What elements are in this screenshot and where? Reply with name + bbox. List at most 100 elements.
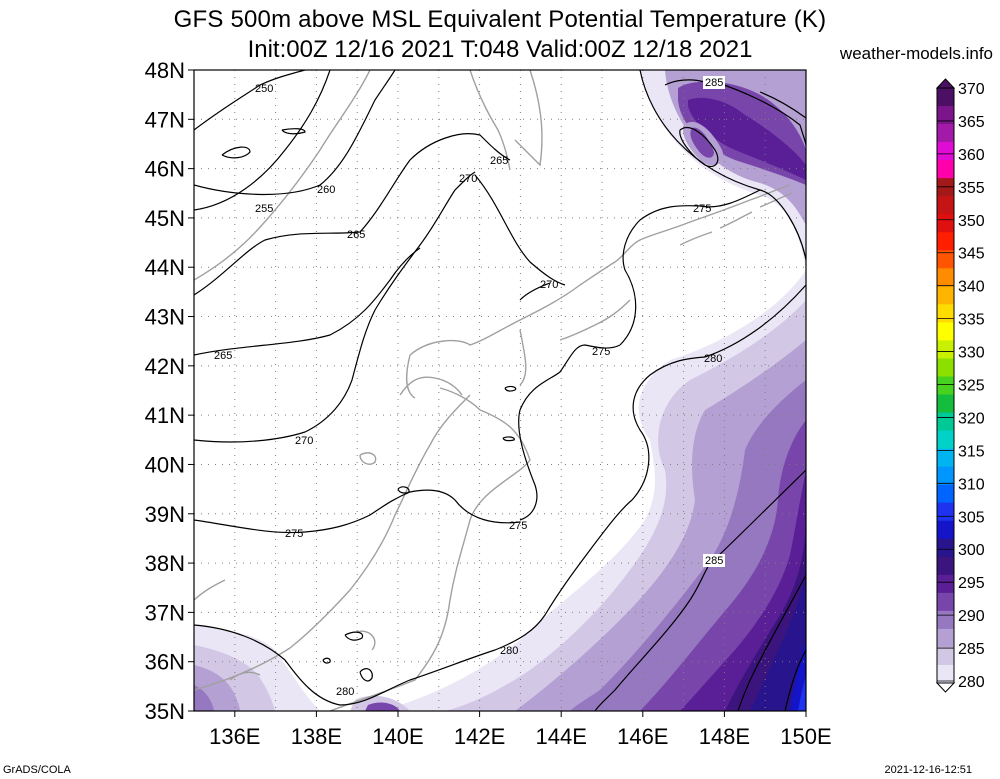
shading-ne-295	[688, 97, 806, 180]
colorbar-tick-label: 340	[958, 279, 985, 296]
contour-260	[194, 70, 396, 196]
shading-se-325	[798, 675, 806, 711]
lat-label: 45N	[145, 206, 185, 231]
lat-label: 41N	[145, 403, 185, 428]
contour-labels: 250 255 260 265 265 265 270 270 270 275 …	[214, 76, 725, 698]
contour-255	[194, 70, 331, 211]
colorbar-tick-label: 350	[958, 213, 985, 230]
longitude-labels: 136E 138E 140E 142E 144E 146E 148E 150E	[209, 711, 832, 749]
lat-label: 43N	[145, 305, 185, 330]
contour-285-e	[715, 469, 806, 559]
lat-label: 44N	[145, 255, 185, 280]
contour-label: 270	[295, 435, 313, 447]
colorbar-tick-label: 285	[958, 641, 985, 658]
colorbar-swatch	[937, 376, 954, 396]
colorbar-swatch	[937, 412, 954, 432]
colorbar-tick-label: 325	[958, 378, 985, 395]
lat-label: 46N	[145, 157, 185, 182]
lon-label: 148E	[699, 724, 750, 749]
contour-label: 275	[285, 528, 303, 540]
colorbar-swatch	[937, 646, 954, 666]
colorbar-swatch	[937, 268, 954, 287]
theta-e-shading	[194, 70, 806, 711]
colorbar-tick-labels: 370 365 360 355 350 345 340 335 330 325 320 315 310 3…	[937, 81, 985, 691]
contour-label: 285	[705, 555, 723, 567]
colorbar-swatch	[937, 88, 954, 107]
theta-e-contours	[194, 70, 806, 711]
map-title: GFS 500m above MSL Equivalent Potential …	[173, 6, 827, 33]
lat-label: 40N	[145, 452, 185, 477]
colorbar-tick-label: 315	[958, 443, 985, 460]
colorbar-tick-label: 370	[958, 81, 985, 98]
colorbar-swatch	[937, 556, 954, 576]
colorbar-swatch	[937, 664, 954, 684]
lat-label: 48N	[145, 58, 185, 83]
colorbar-tick-label: 360	[958, 147, 985, 164]
contour-small-3	[344, 631, 364, 641]
colorbar-swatch	[937, 448, 954, 468]
contour-small-5	[502, 436, 515, 442]
coast-peninsula	[355, 630, 376, 651]
contour-280-b	[704, 284, 806, 358]
coast-honshu-east	[329, 387, 531, 711]
colorbar-swatch	[937, 196, 954, 215]
contour-small-8	[359, 668, 373, 682]
contour-280-a	[194, 356, 706, 706]
coast-kurils	[679, 192, 793, 246]
contour-285-b	[714, 81, 806, 146]
colorbar-tick-label: 365	[958, 114, 985, 131]
colorbar-swatch	[937, 538, 954, 558]
colorbar-swatch	[937, 502, 954, 522]
contour-265-b	[194, 247, 421, 356]
contour-285-a	[664, 79, 706, 86]
colorbar-swatch	[937, 124, 954, 143]
coast-honshu-north	[399, 376, 463, 396]
colorbar-swatch	[937, 484, 954, 504]
coast-shikoku	[229, 671, 261, 681]
contour-label: 265	[214, 350, 232, 362]
colorbar-tick-label: 295	[958, 575, 985, 592]
contour-285-f	[594, 599, 691, 711]
colorbar-tick-label: 335	[958, 312, 985, 329]
lon-label: 144E	[536, 724, 587, 749]
lon-label: 150E	[780, 724, 831, 749]
colorbar-swatch	[937, 250, 954, 269]
shading-ne-inner2	[690, 127, 714, 158]
contour-label: 280	[336, 686, 354, 698]
contour-275-a	[194, 489, 521, 534]
colorbar-swatch	[937, 214, 954, 233]
contour-small-1	[221, 146, 251, 159]
colorbar-swatch	[937, 574, 954, 594]
footer-timestamp: 2021-12-16-12:51	[884, 764, 972, 776]
contour-275-d	[699, 189, 761, 208]
colorbar-tick-label: 330	[958, 345, 985, 362]
contour-270-a	[194, 171, 476, 443]
contour-label: 280	[500, 645, 518, 657]
contour-275-e	[519, 282, 551, 301]
colorbar-swatch	[937, 178, 954, 197]
coast-hokkaido	[406, 184, 791, 399]
contour-275-b	[518, 344, 621, 521]
lat-label: 47N	[145, 107, 185, 132]
colorbar-swatch	[937, 160, 954, 179]
contour-small-4	[504, 385, 517, 392]
coast-honshu-west	[194, 394, 471, 691]
contour-far-se1	[737, 574, 806, 711]
shading-s-285	[365, 702, 400, 711]
footer-software-label: GrADS/COLA	[3, 764, 71, 776]
colorbar-swatch	[937, 466, 954, 486]
contour-label: 255	[255, 203, 273, 215]
colorbar-swatch	[937, 358, 954, 377]
colorbar-tick-label: 310	[958, 476, 985, 493]
contour-label: 275	[693, 203, 711, 215]
colorbar-swatch	[937, 628, 954, 648]
contour-small-6	[397, 486, 410, 494]
contour-far-ne	[759, 91, 806, 119]
contour-270-b	[474, 174, 566, 286]
map-frame	[193, 69, 807, 712]
contour-285-c	[679, 127, 719, 168]
lat-label: 38N	[145, 551, 185, 576]
contour-label: 275	[592, 346, 610, 358]
colorbar-tick-label: 305	[958, 509, 985, 526]
